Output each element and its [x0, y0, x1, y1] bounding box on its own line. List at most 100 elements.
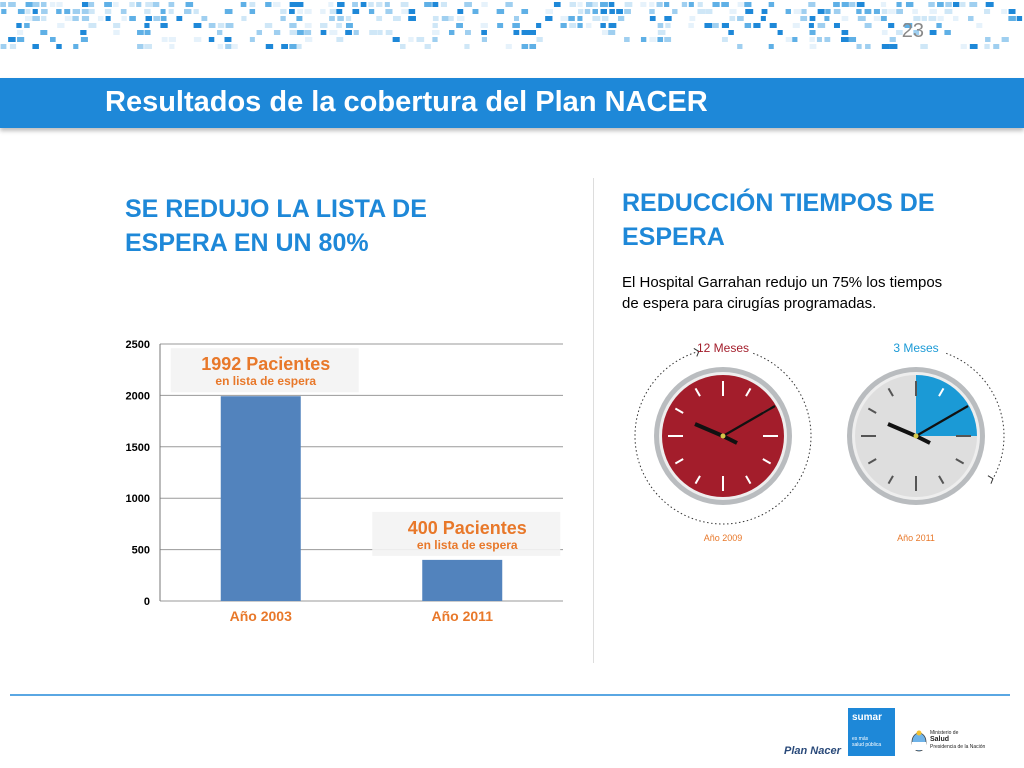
mosaic-tile: [768, 2, 775, 7]
mosaic-tile: [608, 23, 617, 28]
mosaic-tile: [704, 23, 713, 28]
mosaic-tile: [129, 16, 136, 21]
mosaic-tile: [352, 9, 360, 14]
hour-tick: [694, 475, 701, 485]
mosaic-tile: [649, 16, 656, 21]
mosaic-tile: [817, 9, 825, 14]
mosaic-tile: [304, 30, 312, 35]
mosaic-tile: [889, 44, 898, 49]
mosaic-tile: [721, 2, 729, 7]
mosaic-tile: [785, 9, 792, 14]
waiting-time-clocks: 12 Meses Año 2009 3 Meses Año 2011: [634, 341, 1005, 543]
mosaic-tile: [649, 9, 655, 14]
hour-tick: [674, 407, 684, 414]
mosaic-tile: [817, 23, 826, 28]
sumar-tagline: es más salud pública: [852, 736, 881, 748]
x-tick-label: Año 2011: [432, 608, 494, 624]
mosaic-tile: [1, 9, 7, 14]
mosaic-tile: [296, 2, 304, 7]
mosaic-tile: [256, 30, 263, 35]
mosaic-tile: [889, 37, 896, 42]
mosaic-tile: [224, 37, 232, 42]
mosaic-tile: [137, 44, 144, 49]
mosaic-tile: [225, 23, 234, 28]
mosaic-tile: [712, 2, 720, 7]
mosaic-tile: [721, 37, 728, 42]
mosaic-tile: [824, 37, 831, 42]
mosaic-tile: [297, 9, 303, 14]
mosaic-tile: [617, 16, 625, 21]
mosaic-tile: [265, 44, 274, 49]
mosaic-tile: [281, 44, 289, 49]
mosaic-tile: [809, 44, 817, 49]
left-heading-line-1: SE REDUJO LA LISTA DE: [125, 195, 427, 223]
mosaic-tile: [304, 9, 312, 14]
mosaic-tile: [0, 2, 6, 7]
annotation-value: 400 Pacientes: [408, 518, 527, 538]
mosaic-tile: [289, 44, 297, 49]
mosaic-tile: [1001, 9, 1008, 14]
sumar-brand: sumar: [852, 712, 883, 723]
mosaic-tile: [105, 16, 111, 21]
mosaic-tile: [80, 30, 87, 35]
mosaic-tile: [24, 23, 30, 28]
mosaic-tile: [728, 30, 734, 35]
mosaic-tile: [320, 30, 327, 35]
mosaic-tile: [345, 30, 352, 35]
mosaic-tile: [912, 9, 918, 14]
mosaic-tile: [608, 30, 616, 35]
mosaic-tile: [577, 2, 583, 7]
annotation-value: 1992 Pacientes: [201, 354, 330, 374]
mosaic-tile: [296, 44, 302, 49]
mosaic-tile: [984, 44, 990, 49]
mosaic-tile: [184, 9, 192, 14]
x-tick-label: Año 2003: [230, 608, 292, 624]
mosaic-tile: [9, 44, 17, 49]
mosaic-tile: [64, 9, 71, 14]
mosaic-tile: [320, 9, 326, 14]
mosaic-tile: [944, 30, 951, 35]
mosaic-tile: [601, 16, 609, 21]
mosaic-tile: [785, 37, 793, 42]
mosaic-tile: [320, 23, 328, 28]
mosaic-tile: [969, 2, 978, 7]
hour-tick: [887, 387, 894, 397]
mosaic-tile: [481, 30, 487, 35]
mosaic-tile: [905, 2, 914, 7]
mosaic-tile: [472, 9, 479, 14]
mosaic-tile: [657, 30, 666, 35]
mosaic-tile: [104, 9, 112, 14]
annotation-caption: en lista de espera: [215, 374, 316, 388]
mosaic-tile: [160, 16, 167, 21]
ministry-text: Ministerio de Salud Presidencia de la Na…: [930, 730, 985, 750]
mosaic-tile: [56, 2, 63, 7]
mosaic-tile: [729, 16, 736, 21]
mosaic-tile: [929, 9, 937, 14]
mosaic-tile: [856, 2, 865, 7]
mosaic-tile: [161, 37, 168, 42]
waiting-list-bar-chart: 0 500 1000 1500 2000 2500 Año 2003 1992 Pacient…: [126, 339, 563, 624]
clock-top-label: 3 Meses: [893, 341, 938, 355]
sumar-logo: sumar es más salud pública: [848, 708, 895, 756]
mosaic-tile: [904, 23, 913, 28]
mosaic-tile: [280, 16, 286, 21]
mosaic-tile: [249, 9, 256, 14]
mosaic-tile: [809, 30, 816, 35]
mosaic-tile: [560, 16, 569, 21]
mosaic-tile: [944, 9, 953, 14]
mosaic-tile: [57, 23, 65, 28]
mosaic-tile: [928, 16, 937, 21]
mosaic-tile: [624, 9, 631, 14]
mosaic-tile: [145, 2, 154, 7]
mosaic-tile: [937, 2, 944, 7]
mosaic-tile: [737, 44, 743, 49]
mosaic-tile: [881, 9, 888, 14]
mosaic-tile: [496, 9, 505, 14]
mosaic-tile: [592, 2, 598, 7]
y-tick-label: 0: [144, 596, 150, 608]
mosaic-tile: [801, 9, 807, 14]
mosaic-tile: [913, 30, 920, 35]
header-mosaic-decoration: [0, 2, 1023, 49]
hour-tick: [867, 458, 877, 465]
mosaic-tile: [809, 37, 815, 42]
